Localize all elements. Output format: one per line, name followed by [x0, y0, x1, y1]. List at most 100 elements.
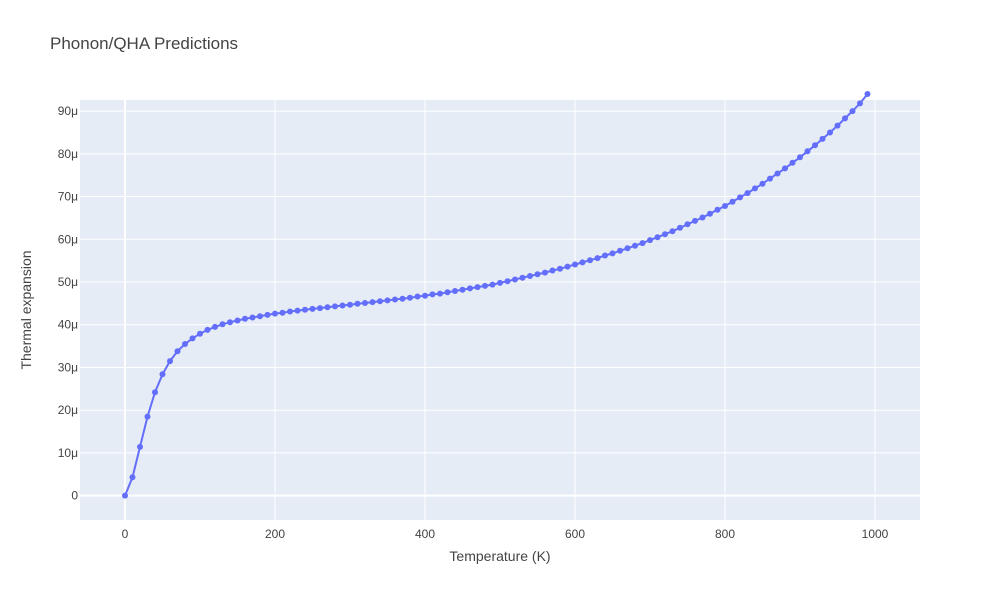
x-tick-label: 0: [122, 527, 129, 541]
x-tick-label: 800: [715, 527, 735, 541]
data-point: [587, 257, 593, 264]
y-tick-label: 0: [71, 489, 78, 503]
data-point: [272, 310, 278, 317]
data-point: [789, 159, 796, 166]
data-point: [182, 341, 188, 347]
data-point: [407, 294, 413, 301]
data-point: [204, 326, 211, 333]
data-point: [294, 307, 301, 314]
x-tick-label: 600: [565, 527, 585, 541]
data-point: [452, 288, 458, 294]
data-point: [489, 281, 496, 288]
data-point: [257, 313, 263, 320]
data-point: [579, 259, 586, 266]
tick-label-layer: 0 200 400 600 800 1000 0 10μ 20μ 30μ 40μ 50μ 60μ 70μ 8…: [58, 104, 889, 541]
data-point: [617, 247, 623, 254]
y-tick-label: 50μ: [58, 275, 78, 289]
data-point: [249, 314, 256, 321]
data-point: [797, 154, 803, 161]
series-line: [124, 93, 869, 496]
y-tick-label: 80μ: [58, 147, 78, 161]
data-point: [504, 278, 511, 285]
data-point: [129, 474, 136, 481]
data-point: [302, 306, 308, 313]
y-tick-label: 60μ: [58, 232, 78, 246]
data-point: [399, 295, 406, 302]
data-point: [264, 311, 271, 318]
data-point: [669, 228, 676, 235]
y-tick-label: 90μ: [58, 104, 78, 118]
data-point: [662, 231, 668, 238]
y-tick-label: 30μ: [58, 360, 78, 374]
y-tick-label: 20μ: [58, 403, 78, 417]
chart-title: Phonon/QHA Predictions: [50, 34, 239, 53]
data-point: [632, 242, 638, 249]
data-point: [677, 224, 683, 231]
data-point: [444, 289, 451, 296]
data-point: [347, 301, 353, 308]
data-point: [422, 292, 428, 299]
data-point: [212, 323, 218, 330]
plot-area-background: [80, 100, 920, 520]
grid-layer: [80, 100, 920, 520]
data-point: [279, 309, 286, 316]
data-point: [834, 122, 841, 129]
data-point: [459, 286, 466, 293]
data-point: [482, 282, 488, 289]
data-point: [857, 100, 863, 107]
y-axis-title: Thermal expansion: [18, 250, 34, 369]
data-point: [414, 293, 421, 300]
data-point: [317, 305, 323, 312]
data-point: [647, 237, 653, 244]
data-point: [384, 297, 391, 304]
x-tick-label: 200: [265, 527, 285, 541]
data-point: [557, 265, 563, 272]
data-point: [782, 165, 788, 172]
y-tick-label: 10μ: [58, 446, 78, 460]
data-point: [497, 279, 503, 286]
data-point: [167, 358, 173, 365]
data-point: [722, 203, 728, 209]
data-point: [654, 234, 661, 241]
x-tick-label: 1000: [862, 527, 889, 541]
data-point: [729, 198, 736, 205]
data-point: [152, 389, 158, 396]
data-point: [324, 304, 331, 311]
data-point: [339, 302, 346, 309]
data-point: [512, 276, 518, 283]
data-point: [174, 348, 181, 355]
data-point: [534, 271, 541, 278]
data-point: [549, 267, 556, 274]
data-point: [737, 194, 743, 201]
data-point: [309, 305, 316, 312]
x-axis-title: Temperature (K): [449, 548, 550, 564]
data-point: [692, 217, 698, 224]
data-point: [639, 240, 646, 247]
data-point: [699, 214, 706, 221]
data-point: [467, 285, 473, 292]
data-point: [527, 273, 533, 279]
data-point: [362, 300, 368, 306]
data-point: [774, 170, 781, 177]
data-point: [804, 148, 811, 155]
y-tick-label: 70μ: [58, 190, 78, 204]
data-point: [144, 413, 151, 420]
data-point: [707, 210, 713, 217]
data-point: [354, 300, 361, 307]
data-point: [377, 298, 383, 305]
data-point: [827, 129, 833, 136]
data-point: [219, 321, 226, 328]
data-point: [842, 115, 848, 122]
data-point: [542, 269, 548, 276]
series-layer: [122, 91, 871, 499]
data-point: [609, 250, 616, 257]
data-point: [849, 108, 856, 115]
data-point: [242, 315, 248, 322]
data-point: [159, 371, 166, 378]
data-point: [392, 296, 398, 303]
data-point: [437, 290, 443, 297]
data-point: [572, 261, 578, 268]
data-point: [602, 252, 608, 259]
